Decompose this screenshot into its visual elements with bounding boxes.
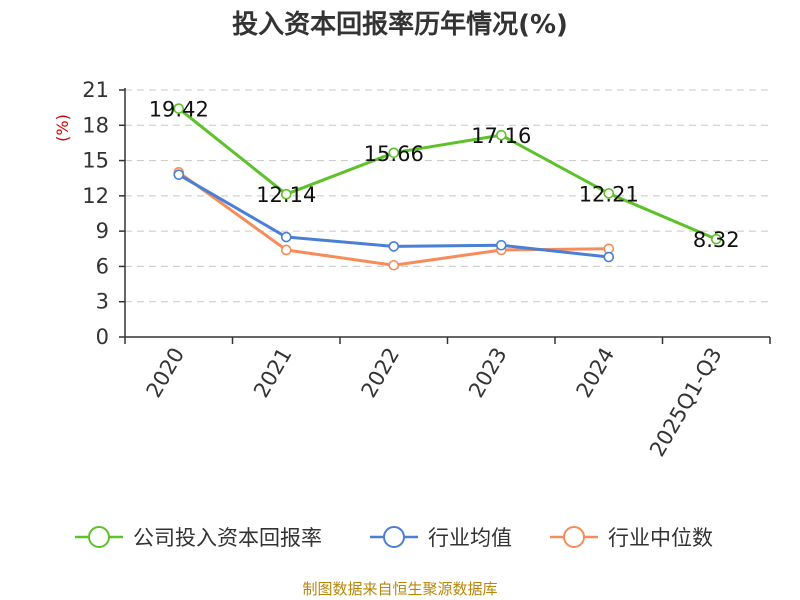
grid-lines	[125, 89, 770, 303]
y-tick-label: 0	[96, 325, 109, 349]
legend-label: 行业中位数	[608, 526, 713, 550]
data-point	[280, 231, 292, 243]
x-tick-label: 2023	[464, 344, 512, 402]
y-tick-label: 21	[82, 78, 109, 102]
data-label: 8.32	[693, 228, 740, 252]
x-tick-label: 2024	[572, 344, 620, 402]
data-point	[388, 241, 400, 252]
legend-label: 行业均值	[428, 526, 512, 550]
data-label: 12.21	[579, 182, 639, 206]
data-point	[603, 188, 615, 199]
data-labels: 19.42 12.14 15.66 17.16 12.21 8.32	[149, 98, 740, 253]
data-point	[280, 244, 292, 256]
data-point	[173, 169, 185, 180]
y-tick-labels: 0 3 6 9 12 15 18 21	[82, 78, 109, 349]
source-note: 制图数据来自恒生聚源数据库	[302, 580, 497, 598]
data-point	[603, 251, 615, 263]
y-tick-label: 3	[96, 290, 109, 314]
x-tick-label: 2022	[357, 344, 405, 402]
data-label: 19.42	[149, 98, 209, 122]
y-tick-label: 6	[96, 254, 109, 278]
data-point	[280, 188, 292, 200]
data-point	[388, 259, 400, 271]
legend-marker	[88, 526, 110, 548]
data-point	[173, 103, 185, 114]
data-point	[495, 129, 507, 141]
y-tick-label: 15	[82, 149, 109, 173]
data-label: 15.66	[364, 142, 424, 166]
data-point	[388, 147, 400, 159]
data-label: 17.16	[471, 124, 531, 148]
data-point	[710, 233, 722, 245]
legend-marker	[383, 526, 405, 548]
x-tick-label: 2021	[249, 344, 297, 402]
legend-marker	[563, 526, 585, 548]
y-tick-label: 12	[82, 184, 109, 208]
series-lines	[173, 103, 722, 271]
chart-title: 投入资本回报率历年情况(%)	[232, 9, 568, 40]
y-axis-unit: (%)	[53, 114, 72, 142]
legend: 公司投入资本回报率 行业均值 行业中位数	[75, 526, 713, 550]
legend-label: 公司投入资本回报率	[133, 526, 322, 550]
y-tick-label: 18	[82, 113, 109, 137]
x-tick-labels: 2020 2021 2022 2023 2024 2025Q1-Q3	[142, 344, 727, 461]
series-line	[177, 107, 717, 241]
data-label: 12.14	[256, 183, 316, 207]
axes	[119, 88, 771, 344]
data-point	[495, 239, 507, 251]
y-tick-label: 9	[96, 219, 109, 243]
x-tick-label: 2025Q1-Q3	[645, 344, 727, 461]
x-tick-label: 2020	[142, 344, 190, 402]
